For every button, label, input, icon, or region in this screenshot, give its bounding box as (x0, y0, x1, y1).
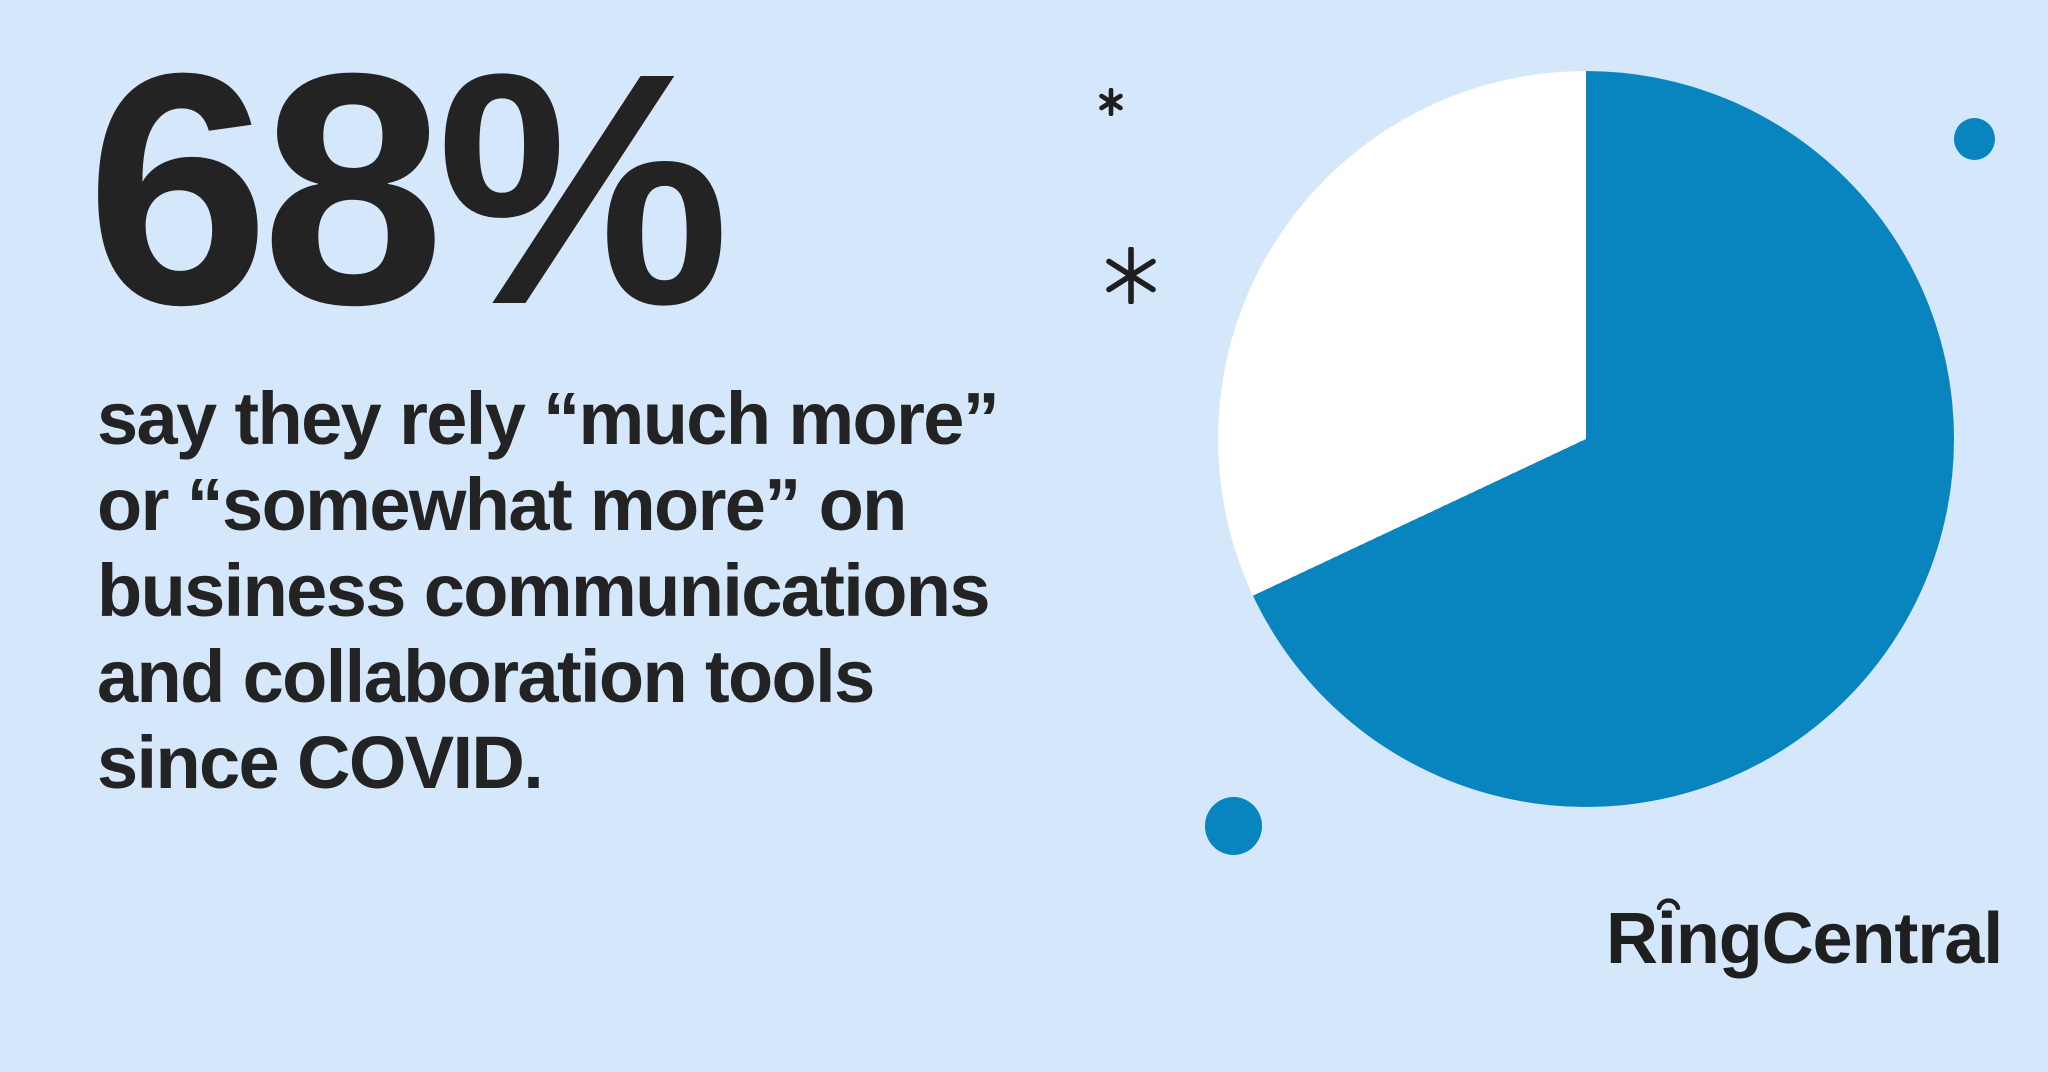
asterisk-large-icon (1106, 247, 1156, 304)
stat-value: 68% (86, 4, 730, 373)
decorative-dot-bottom-left (1205, 797, 1262, 855)
ringcentral-logo-text: RingCentral (1606, 899, 2003, 979)
asterisk-small-icon (1099, 88, 1123, 116)
stat-description: say they rely “much more” or “somewhat m… (97, 377, 1000, 804)
ringcentral-logo: RingCentral (1606, 898, 2003, 993)
ring-arc-icon (1656, 898, 1681, 910)
pie-chart (1218, 71, 1954, 807)
decorative-dot-top-right (1954, 118, 1995, 160)
